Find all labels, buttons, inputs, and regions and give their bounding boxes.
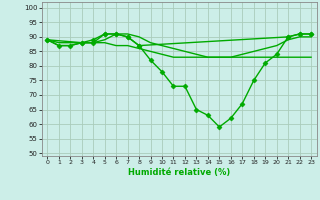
X-axis label: Humidité relative (%): Humidité relative (%) [128, 168, 230, 177]
